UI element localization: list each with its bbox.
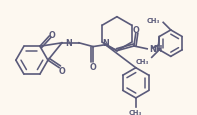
Text: O: O	[132, 25, 139, 34]
Text: N: N	[65, 39, 72, 48]
Text: O: O	[90, 62, 97, 71]
Text: CH₃: CH₃	[147, 18, 160, 24]
Text: NH: NH	[149, 45, 163, 54]
Text: O: O	[59, 66, 66, 75]
Text: CH₃: CH₃	[136, 58, 149, 64]
Text: O: O	[49, 30, 56, 39]
Text: N: N	[102, 39, 109, 48]
Text: CH₃: CH₃	[129, 109, 142, 115]
